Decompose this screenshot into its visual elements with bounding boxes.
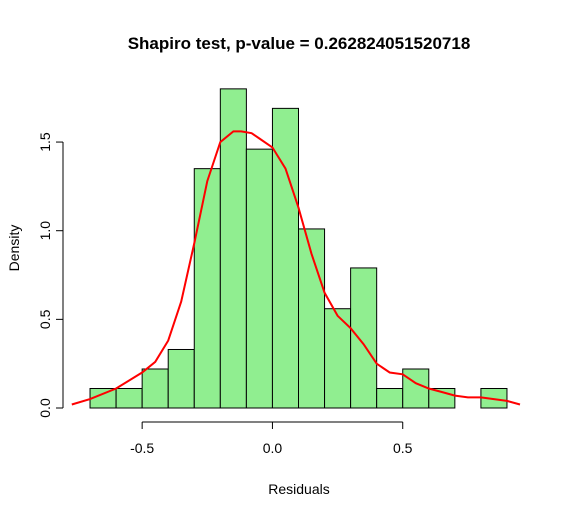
y-tick-label-1: 0.5 bbox=[37, 309, 53, 329]
histogram-bar-5 bbox=[219, 88, 247, 409]
y-tick-label-2: 1.0 bbox=[37, 221, 53, 241]
y-tick-label-0: 0.0 bbox=[37, 398, 53, 418]
histogram-bar-2 bbox=[141, 368, 169, 409]
y-tick-label-3: 1.5 bbox=[37, 132, 53, 152]
chart-title: Shapiro test, p-value = 0.26282405152071… bbox=[128, 34, 471, 53]
density-curve bbox=[71, 130, 521, 406]
y-axis: 0.0 0.5 1.0 1.5 bbox=[37, 132, 64, 418]
x-tick-label-1: 0.0 bbox=[263, 440, 283, 456]
histogram-bar-7 bbox=[271, 107, 299, 409]
histogram-bar-1 bbox=[115, 387, 143, 409]
x-tick-label-2: 0.5 bbox=[393, 440, 413, 456]
histogram-bar-3 bbox=[167, 348, 195, 409]
histogram-bar-11 bbox=[376, 387, 404, 409]
histogram-bars bbox=[89, 88, 508, 409]
histogram-bar-12 bbox=[402, 368, 430, 409]
histogram-bar-4 bbox=[193, 168, 221, 409]
histogram-bar-6 bbox=[245, 148, 273, 409]
x-axis: -0.5 0.0 0.5 bbox=[130, 421, 413, 456]
x-axis-label: Residuals bbox=[268, 481, 329, 497]
x-tick-label-0: -0.5 bbox=[130, 440, 154, 456]
histogram-bar-10 bbox=[350, 267, 378, 409]
y-axis-label: Density bbox=[6, 225, 22, 272]
histogram-bar-8 bbox=[298, 228, 326, 409]
